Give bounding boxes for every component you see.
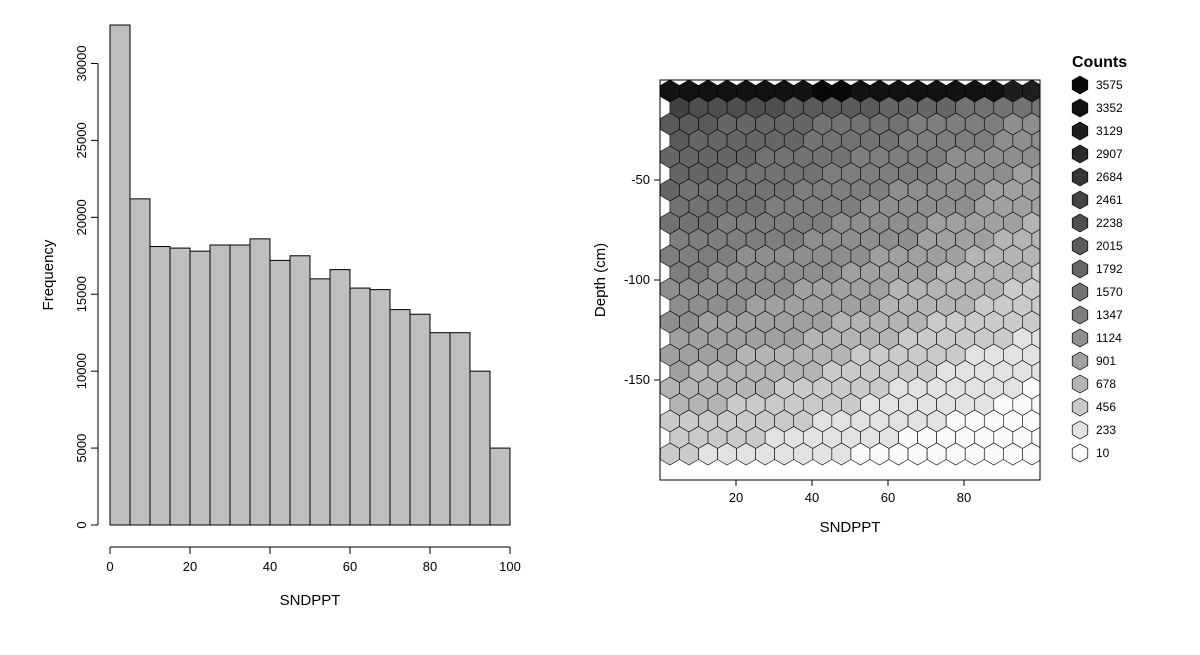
- y-tick-label: 0: [74, 521, 89, 528]
- x-tick-label: 60: [881, 490, 895, 505]
- y-tick-label: 5000: [74, 434, 89, 463]
- legend-swatch: [1072, 444, 1088, 462]
- figure-container: 0 20 40 60 80 100 SNDPPT 0 5000 10000 15000 20000 25…: [0, 0, 1200, 650]
- legend-value: 2684: [1096, 170, 1123, 184]
- hexbin-grid: [660, 80, 1051, 465]
- x-tick-label: 80: [423, 559, 437, 574]
- legend-title: Counts: [1072, 54, 1127, 71]
- legend-swatch: [1072, 214, 1088, 232]
- legend-value: 2238: [1096, 216, 1123, 230]
- legend-value: 1347: [1096, 308, 1123, 322]
- legend-value: 678: [1096, 377, 1116, 391]
- legend-value: 1792: [1096, 262, 1123, 276]
- legend-value: 1124: [1096, 331, 1122, 345]
- legend-swatch: [1072, 191, 1088, 209]
- legend-swatch: [1072, 283, 1088, 301]
- histogram-bar: [390, 310, 410, 525]
- x-tick-label: 40: [263, 559, 277, 574]
- histogram-bar: [290, 256, 310, 525]
- legend-swatch: [1072, 237, 1088, 255]
- histogram-bar: [370, 290, 390, 525]
- y-tick-label: 30000: [74, 45, 89, 81]
- y-tick-label: 10000: [74, 353, 89, 389]
- legend-swatch: [1072, 99, 1088, 117]
- y-tick-label: 25000: [74, 122, 89, 158]
- x-axis-label: SNDPPT: [280, 592, 341, 609]
- x-tick-label: 40: [805, 490, 819, 505]
- y-tick-label: -100: [624, 272, 650, 287]
- histogram-bar: [210, 245, 230, 525]
- y-axis-label: Frequency: [40, 239, 57, 310]
- hexbin-panel: 20 40 60 80 SNDPPT -150 -100 -50 Depth (cm) Count…: [550, 0, 1200, 650]
- legend-value: 1570: [1096, 285, 1123, 299]
- legend-swatch: [1072, 375, 1088, 393]
- x-tick-label: 100: [499, 559, 521, 574]
- histogram-bar: [450, 333, 470, 525]
- legend-swatch: [1072, 421, 1088, 439]
- hexbin-legend: Counts 3575 3352 3129 2907 2684 2461 2238 2015 17…: [1072, 54, 1127, 462]
- legend-swatch: [1072, 145, 1088, 163]
- legend-swatch: [1072, 306, 1088, 324]
- histogram-svg: 0 20 40 60 80 100 SNDPPT 0 5000 10000 15000 20000 25…: [0, 0, 550, 650]
- legend-swatch: [1072, 122, 1088, 140]
- legend-swatch: [1072, 352, 1088, 370]
- histogram-bar: [170, 248, 190, 525]
- histogram-bar: [350, 288, 370, 525]
- histogram-bar: [190, 251, 210, 525]
- x-tick-label: 80: [957, 490, 971, 505]
- legend-value: 2461: [1096, 193, 1123, 207]
- x-tick-label: 20: [183, 559, 197, 574]
- hexbin-svg: 20 40 60 80 SNDPPT -150 -100 -50 Depth (cm) Count…: [550, 0, 1200, 650]
- x-tick-label: 60: [343, 559, 357, 574]
- legend-value: 2907: [1096, 147, 1123, 161]
- histogram-bar: [150, 247, 170, 525]
- x-tick-label: 20: [729, 490, 743, 505]
- legend-swatch: [1072, 76, 1088, 94]
- legend-value: 456: [1096, 400, 1116, 414]
- legend-swatch: [1072, 329, 1088, 347]
- histogram-bar: [110, 25, 130, 525]
- histogram-bar: [250, 239, 270, 525]
- legend-value: 233: [1096, 423, 1116, 437]
- x-axis-label: SNDPPT: [820, 519, 881, 536]
- legend-value: 3352: [1096, 101, 1123, 115]
- histogram-bar: [270, 260, 290, 525]
- y-tick-label: 20000: [74, 199, 89, 235]
- y-tick-label: 15000: [74, 276, 89, 312]
- legend-swatch: [1072, 168, 1088, 186]
- legend-value: 3129: [1096, 124, 1123, 138]
- legend-value: 901: [1096, 354, 1116, 368]
- histogram-bar: [430, 333, 450, 525]
- y-tick-label: -50: [631, 172, 650, 187]
- histogram-bar: [470, 371, 490, 525]
- legend-value: 2015: [1096, 239, 1123, 253]
- legend-value: 3575: [1096, 78, 1123, 92]
- legend-value: 10: [1096, 446, 1110, 460]
- histogram-bar: [490, 448, 510, 525]
- histogram-bar: [330, 270, 350, 525]
- histogram-bar: [230, 245, 250, 525]
- y-axis-label: Depth (cm): [592, 243, 609, 317]
- histogram-bars: [110, 25, 510, 525]
- legend-swatch: [1072, 260, 1088, 278]
- legend-swatch: [1072, 398, 1088, 416]
- histogram-bar: [130, 199, 150, 525]
- y-tick-label: -150: [624, 372, 650, 387]
- histogram-bar: [410, 314, 430, 525]
- x-tick-label: 0: [106, 559, 113, 574]
- histogram-panel: 0 20 40 60 80 100 SNDPPT 0 5000 10000 15000 20000 25…: [0, 0, 550, 650]
- histogram-bar: [310, 279, 330, 525]
